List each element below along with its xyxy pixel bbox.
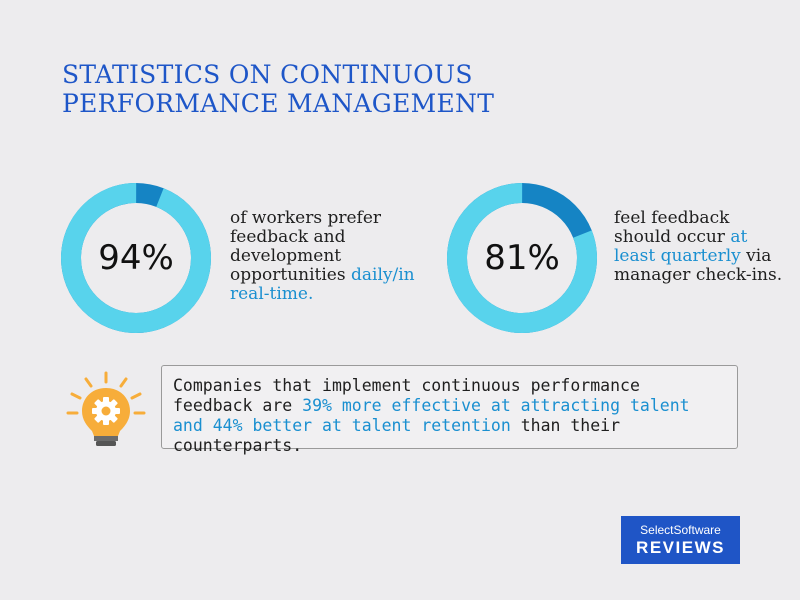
stat-percent: 81%: [484, 238, 560, 278]
ring-share: [60, 183, 211, 333]
callout-text-highlight: 39% more effective at attracting talent …: [173, 396, 690, 435]
stat-text-highlight: daily/in real-time.: [230, 265, 415, 304]
lightbulb-gear-icon: [66, 371, 146, 446]
stat-ring-81: 81%: [446, 182, 598, 334]
callout-text-before: Companies that implement continuous perf…: [173, 376, 640, 415]
stat-text-highlight: at least quarterly: [614, 227, 748, 266]
callout-box: Companies that implement continuous perf…: [161, 365, 738, 455]
page-title-line-2: PERFORMANCE MANAGEMENT: [62, 89, 495, 118]
brand-logo: SelectSoftware REVIEWS: [621, 516, 740, 564]
stat-ring-94: 94%: [60, 182, 212, 334]
page-title: STATISTICS ON CONTINUOUS PERFORMANCE MAN…: [62, 60, 494, 118]
callout-text-after: than their counterparts.: [173, 416, 621, 455]
ring-share: [447, 183, 597, 333]
stat-description: feel feedback should occur at least quar…: [614, 209, 784, 285]
stat-description: of workers prefer feedback and developme…: [230, 209, 420, 304]
donut-chart: [60, 183, 211, 333]
page-title-line-1: STATISTICS ON CONTINUOUS: [62, 60, 473, 89]
brand-logo-line-2: REVIEWS: [636, 537, 725, 557]
donut-chart: [447, 183, 597, 333]
stat-text-after: via manager check-ins.: [614, 246, 783, 285]
brand-logo-line-1: SelectSoftware: [640, 522, 721, 537]
stat-percent: 94%: [98, 238, 174, 278]
stat-text-before: of workers prefer feedback and developme…: [230, 208, 382, 285]
stat-text-before: feel feedback should occur: [614, 208, 731, 247]
